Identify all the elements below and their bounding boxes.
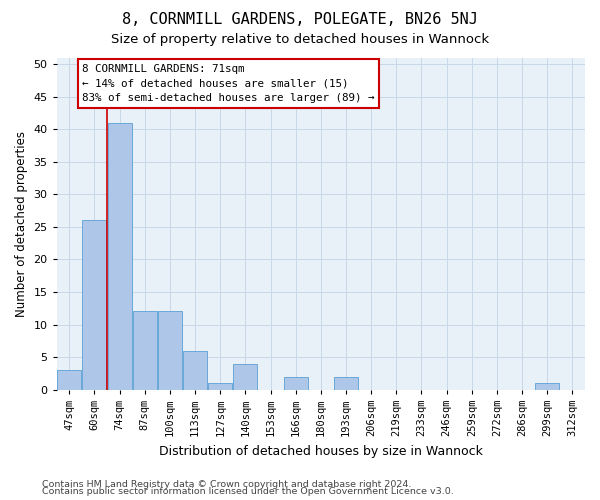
Bar (58, 370, 81, 390)
Bar (183, 350, 207, 390)
Bar (82, 220, 106, 390)
Bar (334, 376, 358, 390)
Bar (208, 383, 232, 390)
Y-axis label: Number of detached properties: Number of detached properties (15, 130, 28, 316)
Text: Contains public sector information licensed under the Open Government Licence v3: Contains public sector information licen… (42, 487, 454, 496)
Text: 8, CORNMILL GARDENS, POLEGATE, BN26 5NJ: 8, CORNMILL GARDENS, POLEGATE, BN26 5NJ (122, 12, 478, 28)
Bar (284, 376, 308, 390)
Bar (233, 364, 257, 390)
Bar (158, 312, 182, 390)
X-axis label: Distribution of detached houses by size in Wannock: Distribution of detached houses by size … (159, 444, 483, 458)
Text: Size of property relative to detached houses in Wannock: Size of property relative to detached ho… (111, 32, 489, 46)
Text: 8 CORNMILL GARDENS: 71sqm
← 14% of detached houses are smaller (15)
83% of semi-: 8 CORNMILL GARDENS: 71sqm ← 14% of detac… (82, 64, 374, 104)
Bar (535, 383, 559, 390)
Text: Contains HM Land Registry data © Crown copyright and database right 2024.: Contains HM Land Registry data © Crown c… (42, 480, 412, 489)
Bar (107, 122, 131, 390)
Bar (133, 312, 157, 390)
